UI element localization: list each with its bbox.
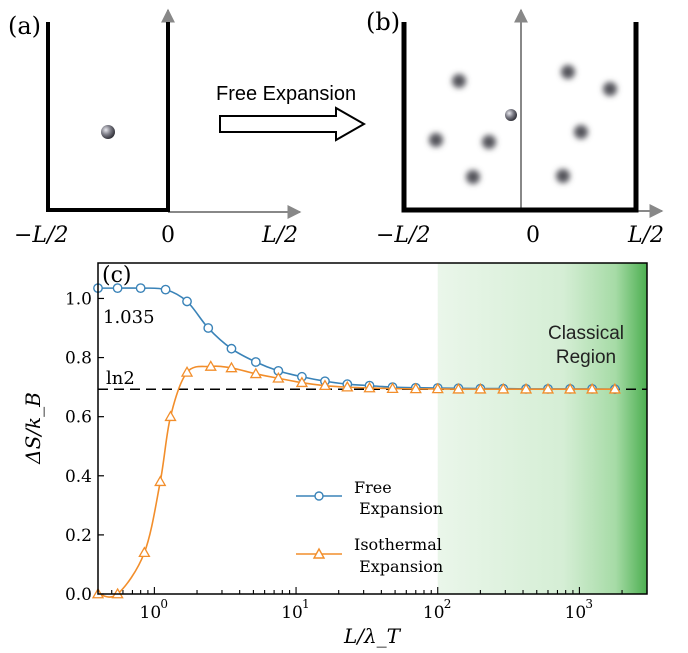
data-point-isothermal [431, 382, 444, 394]
data-point-free [226, 343, 237, 354]
panel-c-chart: Classical Region 0.00.20.40.60.81.0 10 0 1… [21, 262, 648, 648]
expansion-arrow-label: Free Expansion [216, 83, 356, 105]
panel-b-tick-zero: 0 [526, 223, 540, 248]
expansion-arrow-icon [219, 106, 367, 142]
particle-ball [505, 109, 517, 121]
blurred-particle [482, 135, 496, 149]
data-point-isothermal [295, 376, 309, 388]
panel-a-label: (a) [8, 12, 41, 40]
data-point-isothermal [204, 360, 217, 371]
data-point-isothermal [564, 382, 577, 394]
expansion-arrow-group: Free Expansion [216, 83, 367, 142]
data-point-isothermal [164, 410, 177, 422]
blurred-particle [429, 133, 443, 147]
blurred-particle [466, 170, 480, 184]
data-point-isothermal [541, 382, 555, 394]
data-point-free [250, 357, 261, 367]
panel-a: (a) −L/2 0 L/2 [8, 8, 302, 248]
plot-frame [97, 262, 648, 595]
legend-free-marker [314, 491, 324, 501]
panel-b-tick-right: L/2 [627, 223, 664, 248]
data-point-isothermal [519, 382, 533, 394]
blurred-particle [561, 65, 575, 79]
legend-free-label-2: Expansion [354, 499, 443, 518]
legend-iso-label-1: Isothermal [354, 535, 442, 554]
blurred-particle [603, 82, 617, 96]
x-axis-label: L/λ_T [343, 624, 402, 648]
legend-free-label-1: Free [354, 478, 392, 497]
x-tick-exponent: 1 [302, 597, 310, 611]
data-point-isothermal [154, 475, 167, 487]
x-tick-exponent: 2 [444, 597, 452, 611]
data-point-isothermal [608, 382, 622, 394]
data-point-free [160, 284, 171, 295]
blurred-particle [452, 74, 466, 88]
panel-a-tick-right: L/2 [261, 223, 298, 248]
x-tick-label: 10 [281, 603, 303, 623]
blurred-particle [556, 169, 570, 183]
panel-b: (b) −L/2 0 L/2 [366, 8, 664, 248]
data-point-isothermal [386, 382, 399, 394]
y-ticks: 0.0 0.2 0.4 0.6 0.8 1.0 [65, 289, 104, 605]
data-point-isothermal [272, 371, 285, 383]
data-point-isothermal [341, 380, 354, 392]
data-point-isothermal [249, 367, 262, 379]
legend-iso-label-2: Expansion [354, 557, 443, 576]
x-tick-label: 10 [423, 603, 445, 623]
data-point-isothermal [138, 546, 151, 558]
x-tick-label: 10 [565, 603, 587, 623]
x-tick-label: 10 [140, 603, 162, 623]
legend: Free Expansion Isothermal Expansion [296, 478, 443, 576]
data-point-isothermal [363, 381, 376, 393]
series-layer [91, 283, 622, 599]
data-point-isothermal [474, 382, 487, 394]
x-tick-exponent: 3 [585, 597, 593, 611]
classical-region-label-line2: Region [556, 347, 616, 368]
y-tick-label: 0.2 [65, 526, 92, 546]
y-tick-label: 0.8 [65, 349, 92, 369]
y-tick-label: 0.6 [65, 408, 92, 428]
data-point-free [112, 283, 123, 294]
panel-a-box-wall [46, 22, 170, 212]
classical-region-label-line1: Classical [548, 323, 624, 344]
blurred-particles [429, 65, 617, 184]
data-point-free [182, 296, 192, 307]
particle-ball [101, 125, 115, 139]
data-point-isothermal [497, 382, 510, 394]
y-tick-label: 1.0 [65, 289, 92, 309]
data-point-isothermal [452, 382, 465, 394]
annotation-1035: 1.035 [103, 307, 155, 328]
x-ticks: 10 0 10 1 10 2 10 3 [97, 587, 648, 623]
ln2-label: ln2 [106, 368, 135, 389]
data-point-isothermal [180, 366, 194, 377]
x-tick-exponent: 0 [160, 597, 168, 611]
classical-region-shading [437, 263, 647, 594]
blurred-particle [574, 125, 588, 139]
legend-iso-marker [312, 547, 326, 559]
data-point-free [135, 283, 146, 294]
y-tick-label: 0.0 [65, 585, 92, 605]
y-axis-label: ΔS/k_B [21, 392, 45, 465]
panel-c-label: (c) [102, 263, 132, 288]
panel-b-tick-left: −L/2 [376, 223, 430, 248]
data-point-free [203, 323, 214, 333]
panel-a-tick-left: −L/2 [14, 223, 68, 248]
y-tick-label: 0.4 [65, 467, 92, 487]
panel-b-label: (b) [366, 8, 400, 36]
data-point-isothermal [318, 379, 332, 391]
data-point-isothermal [586, 382, 599, 394]
panel-b-box-wall [401, 22, 639, 213]
panel-a-tick-zero: 0 [161, 223, 175, 248]
data-point-isothermal [225, 361, 238, 373]
data-point-isothermal [409, 382, 422, 394]
